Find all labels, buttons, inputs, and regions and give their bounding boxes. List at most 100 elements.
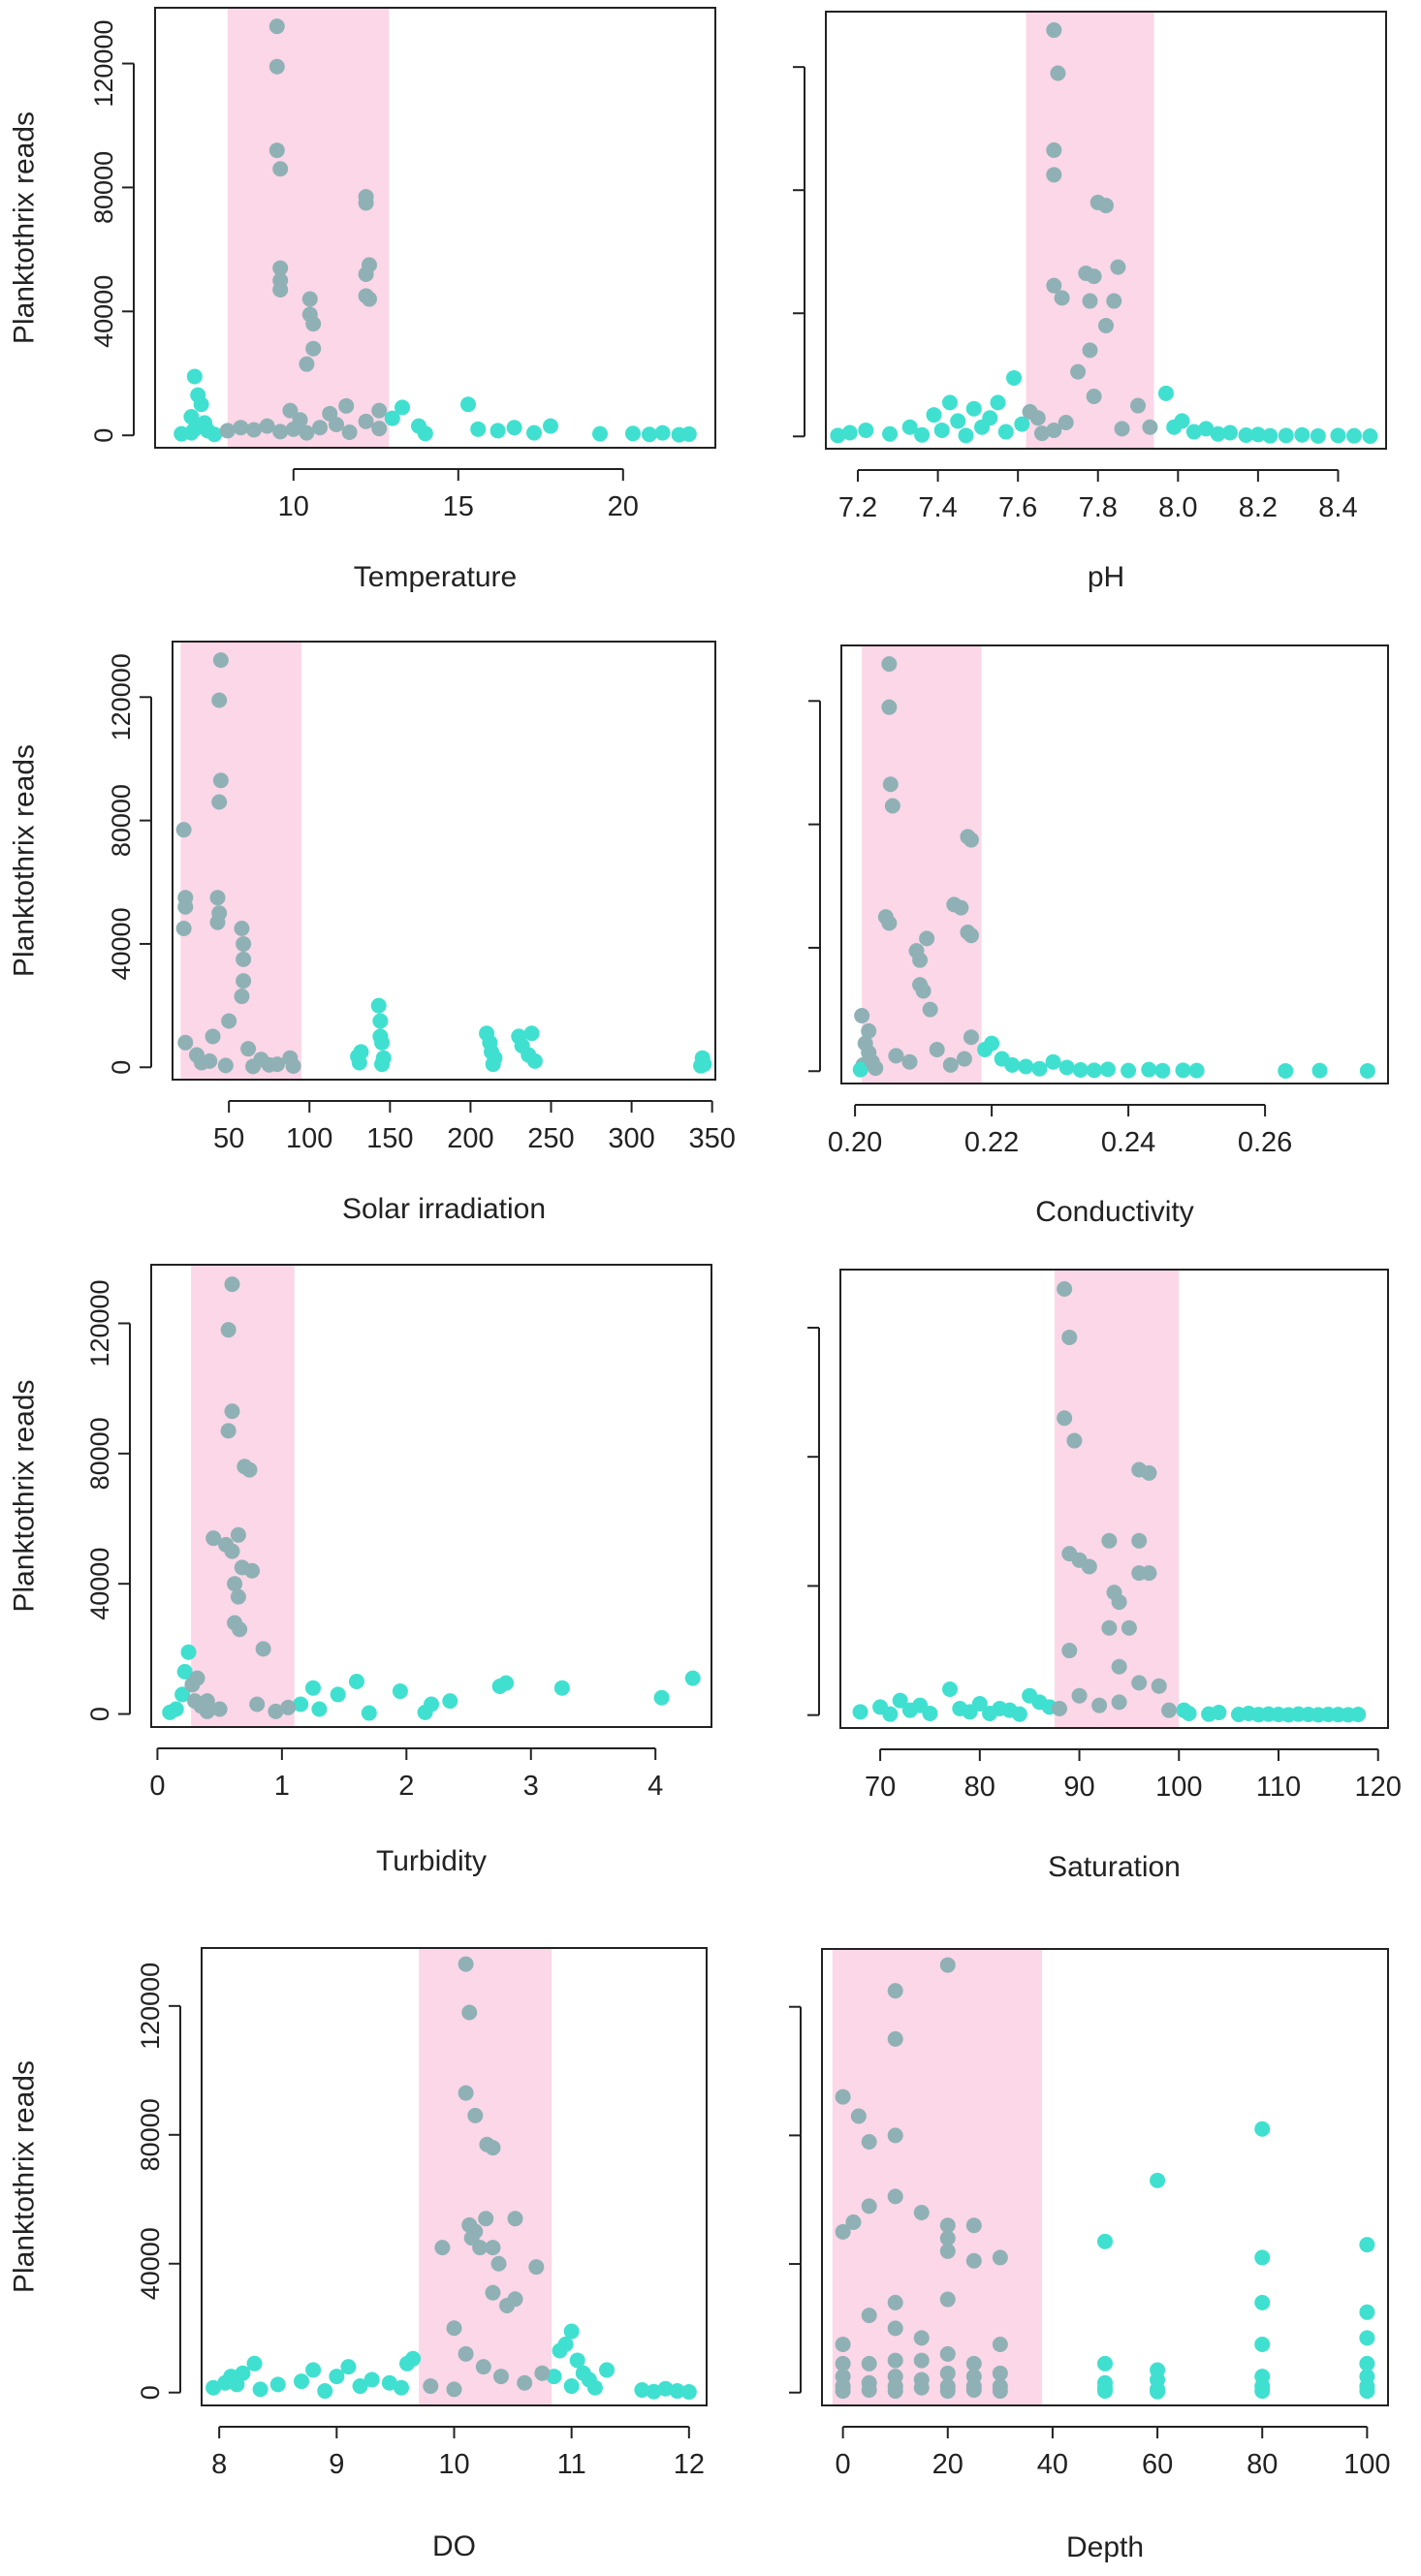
data-point [1254, 2294, 1271, 2310]
y-tick-label: 80000 [107, 784, 136, 857]
data-point [956, 1051, 972, 1067]
data-point [487, 1050, 503, 1066]
data-point [528, 2259, 545, 2276]
data-point [221, 1013, 237, 1029]
data-point [1033, 425, 1050, 442]
data-point [1211, 1705, 1227, 1721]
highlight-band [832, 1949, 1043, 2405]
data-point [234, 921, 250, 937]
data-point [282, 402, 299, 419]
highlight-band [862, 645, 982, 1084]
data-point [881, 915, 898, 931]
data-point [887, 1983, 903, 1999]
data-point [1254, 2336, 1271, 2352]
data-point [1262, 427, 1279, 444]
data-point [352, 2378, 368, 2395]
data-point [338, 397, 355, 414]
highlight-band [419, 1948, 553, 2405]
x-axis-title: Saturation [1048, 1851, 1181, 1883]
data-point [887, 2383, 903, 2400]
data-point [1086, 268, 1102, 285]
y-tick-label: 120000 [85, 1279, 114, 1367]
data-point [939, 2230, 956, 2246]
y-tick-label: 120000 [136, 1963, 165, 2050]
data-point [1081, 1558, 1097, 1575]
data-point [1111, 1594, 1127, 1611]
data-point [914, 426, 931, 443]
data-point [236, 951, 252, 967]
data-point [209, 890, 226, 906]
data-point [305, 316, 322, 332]
y-axis-title: Planktothrix reads [9, 111, 41, 344]
data-point [470, 421, 487, 437]
data-point [992, 2383, 1008, 2400]
x-tick-label: 10 [278, 491, 309, 522]
data-point [259, 418, 275, 434]
data-point [1097, 2355, 1113, 2372]
data-point [417, 425, 433, 442]
x-tick-label: 200 [447, 1123, 493, 1154]
x-axis-title: Temperature [354, 561, 517, 593]
data-point [835, 2383, 851, 2400]
data-point [292, 412, 308, 428]
data-point [915, 983, 932, 999]
x-tick-label: 8.0 [1158, 492, 1197, 523]
data-point [1161, 1702, 1177, 1718]
data-point [941, 394, 958, 411]
data-point [919, 930, 935, 947]
data-point [1091, 1697, 1108, 1713]
data-point [990, 394, 1006, 411]
data-point [211, 692, 228, 708]
data-point [1150, 2383, 1166, 2400]
y-tick-label: 40000 [136, 2227, 165, 2300]
data-point [312, 420, 328, 436]
data-point [268, 1703, 284, 1719]
data-point [301, 291, 318, 307]
data-point [1121, 1062, 1137, 1079]
x-tick-label: 250 [527, 1123, 574, 1154]
data-point [205, 1530, 222, 1547]
data-point [1057, 1280, 1073, 1297]
data-point [599, 2362, 616, 2378]
data-point [684, 1670, 701, 1686]
data-point [1082, 342, 1098, 359]
x-tick-label: 50 [213, 1123, 244, 1154]
data-point [835, 2336, 851, 2352]
data-point [168, 1701, 184, 1717]
data-point [183, 424, 200, 441]
data-point [1006, 369, 1023, 386]
data-point [861, 2134, 877, 2151]
data-point [992, 2336, 1008, 2352]
data-point [1050, 65, 1066, 81]
data-point [240, 1041, 257, 1057]
x-tick-label: 40 [1037, 2449, 1068, 2480]
y-tick-label: 80000 [85, 1417, 114, 1490]
data-point [1278, 1062, 1294, 1079]
data-point [634, 2382, 650, 2399]
x-axis-title: Depth [1066, 2531, 1144, 2563]
highlight-band [227, 8, 390, 448]
data-point [625, 425, 641, 442]
data-point [1058, 1059, 1075, 1076]
data-point [1294, 426, 1310, 443]
x-tick-label: 20 [608, 491, 639, 522]
data-point [1052, 1701, 1067, 1717]
data-point [186, 368, 203, 385]
data-point [1254, 2383, 1271, 2400]
data-point [693, 1057, 710, 1074]
data-point [563, 2323, 580, 2340]
data-point [1359, 2237, 1375, 2253]
data-point [460, 396, 476, 413]
data-point [1254, 2249, 1271, 2266]
x-tick-label: 0 [836, 2449, 851, 2480]
data-point [1359, 2330, 1375, 2346]
data-point [1066, 1432, 1083, 1449]
data-point [1141, 1061, 1157, 1078]
data-point [374, 1034, 391, 1051]
data-point [861, 2308, 877, 2324]
x-tick-label: 300 [608, 1123, 654, 1154]
data-point [212, 652, 229, 669]
data-point [1054, 290, 1070, 306]
data-point [835, 2355, 851, 2372]
data-point [841, 424, 858, 441]
